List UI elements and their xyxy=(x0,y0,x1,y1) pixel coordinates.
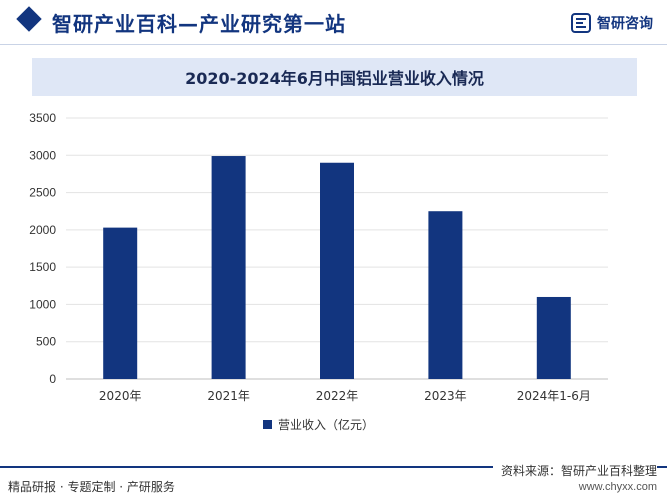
x-category-label: 2021年 xyxy=(207,389,250,403)
zhiyan-logo-icon xyxy=(571,13,591,33)
source-text: 资料来源：智研产业百科整理 xyxy=(500,464,657,478)
y-axis-ticks: 0 500 1000 1500 2000 2500 3000 3500 xyxy=(29,111,56,386)
site-title: 智研产业百科—产业研究第一站 xyxy=(52,12,346,36)
y-tick-label: 2000 xyxy=(29,223,56,237)
footer-divider xyxy=(0,466,667,468)
footer-tagline: 精品研报 · 专题定制 · 产研服务 xyxy=(8,480,175,494)
bar xyxy=(211,156,246,379)
bar xyxy=(320,162,354,379)
bar xyxy=(428,211,463,379)
brand-logo[interactable]: 智研咨询 xyxy=(571,12,653,34)
legend-swatch xyxy=(263,420,272,429)
x-axis-labels: 2020年 2021年 2022年 2023年 2024年1-6月 xyxy=(99,389,591,403)
y-tick-label: 1000 xyxy=(29,297,56,311)
brand-diamond-icon xyxy=(16,6,42,32)
y-tick-label: 1500 xyxy=(29,260,56,274)
x-category-label: 2024年1-6月 xyxy=(517,389,591,403)
y-tick-label: 3500 xyxy=(29,111,56,125)
chart-bars xyxy=(103,156,571,379)
y-tick-label: 500 xyxy=(36,335,56,349)
y-tick-label: 0 xyxy=(49,372,56,386)
chart-title-band: 2020-2024年6月中国铝业营业收入情况 xyxy=(32,58,637,96)
x-category-label: 2023年 xyxy=(424,389,467,403)
x-category-label: 2020年 xyxy=(99,389,142,403)
chart-gridlines xyxy=(66,117,608,380)
x-category-label: 2022年 xyxy=(316,389,359,403)
chart-legend: 营业收入（亿元） xyxy=(263,416,374,433)
bar xyxy=(103,227,138,379)
chart-title: 2020-2024年6月中国铝业营业收入情况 xyxy=(185,69,484,88)
bar xyxy=(536,296,571,379)
header-bar: 智研产业百科—产业研究第一站 智研咨询 xyxy=(0,0,667,44)
logo-text: 智研咨询 xyxy=(597,16,653,32)
legend-label: 营业收入（亿元） xyxy=(278,418,375,432)
y-tick-label: 2500 xyxy=(29,186,56,200)
footer-source: 资料来源：智研产业百科整理 www.chyxx.com xyxy=(492,462,657,493)
y-tick-label: 3000 xyxy=(29,148,56,162)
header-divider xyxy=(0,44,667,45)
source-url[interactable]: www.chyxx.com xyxy=(578,481,657,493)
